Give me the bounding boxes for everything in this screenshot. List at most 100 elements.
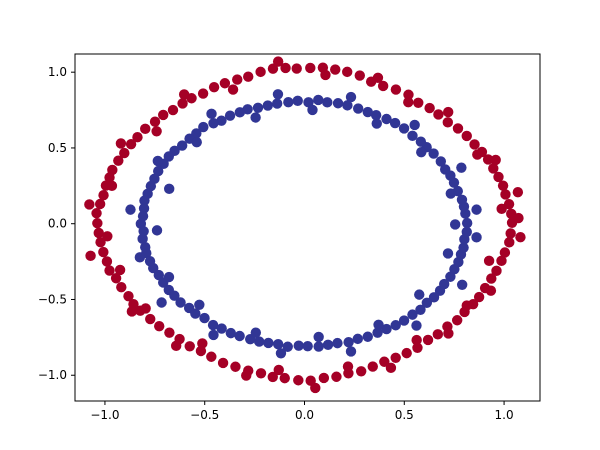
inner-ring-series (125, 89, 482, 359)
data-point (452, 123, 464, 134)
data-point (513, 212, 524, 224)
data-point (85, 250, 96, 262)
data-point (230, 361, 241, 372)
data-point (84, 199, 95, 210)
data-point (119, 147, 130, 159)
data-point (234, 330, 245, 342)
data-point (332, 98, 344, 109)
data-point (313, 341, 324, 352)
data-point (500, 189, 511, 200)
data-point (94, 198, 106, 210)
data-point (414, 289, 425, 300)
data-point (138, 203, 150, 214)
data-point (169, 290, 180, 301)
data-point (145, 313, 156, 325)
data-point (485, 285, 497, 296)
data-point (435, 156, 447, 167)
data-point (158, 109, 169, 121)
data-point (409, 119, 420, 131)
data-point (331, 371, 342, 382)
data-point (342, 100, 353, 111)
data-point (390, 320, 401, 331)
data-point (197, 338, 208, 349)
data-point (206, 351, 217, 362)
data-point (443, 106, 454, 118)
x-axis-ticks: −1.0 −0.5 0.0 0.5 1.0 (90, 401, 514, 422)
data-point (273, 364, 284, 376)
data-point (390, 352, 401, 364)
data-point (177, 98, 188, 109)
data-point (345, 346, 357, 357)
data-point (262, 100, 273, 111)
data-point (275, 348, 287, 359)
data-point (191, 136, 202, 148)
data-point (342, 66, 353, 78)
data-point (302, 340, 313, 352)
data-point (167, 104, 179, 116)
data-point (415, 136, 427, 147)
data-point (428, 148, 439, 159)
data-point (116, 282, 127, 293)
data-point (362, 331, 373, 342)
data-point (398, 123, 410, 134)
y-tick-label: −1.0 (38, 368, 67, 382)
data-point (482, 154, 494, 165)
data-point (208, 118, 219, 129)
data-point (283, 96, 294, 108)
data-point (148, 262, 159, 274)
data-point (305, 62, 316, 74)
data-point (318, 372, 330, 384)
data-point (125, 204, 136, 215)
data-point (139, 195, 150, 206)
data-point (373, 319, 384, 330)
data-point (449, 219, 461, 230)
data-point (416, 146, 427, 158)
data-point (451, 315, 463, 326)
data-point (190, 308, 201, 319)
data-point (503, 198, 515, 210)
data-point (370, 110, 382, 121)
y-tick-label: −0.5 (38, 292, 67, 306)
data-point (267, 63, 279, 74)
outer-ring-series (84, 56, 526, 394)
data-point (471, 204, 482, 215)
data-point (442, 248, 454, 259)
data-point (263, 337, 274, 349)
data-point (234, 107, 246, 118)
data-point (461, 300, 472, 311)
data-point (113, 155, 124, 166)
x-tick-label: 1.0 (495, 408, 514, 422)
data-point (307, 104, 318, 116)
data-point (154, 320, 165, 332)
data-point (115, 138, 127, 149)
x-tick-label: −0.5 (190, 408, 219, 422)
data-point (354, 70, 365, 81)
data-point (114, 264, 126, 276)
data-point (104, 265, 115, 276)
data-point (310, 382, 321, 394)
data-point (197, 88, 209, 99)
data-point (456, 279, 468, 290)
y-tick-label: 1.0 (48, 65, 67, 79)
data-point (163, 151, 174, 162)
data-point (401, 347, 412, 359)
data-point (422, 334, 434, 346)
data-point (313, 331, 324, 343)
data-point (217, 357, 229, 369)
data-point (170, 340, 182, 352)
data-point (110, 273, 122, 284)
data-point (377, 80, 389, 92)
data-point (140, 123, 151, 135)
data-point (207, 319, 219, 331)
data-point (403, 96, 414, 108)
data-point (164, 327, 175, 338)
data-point (243, 71, 254, 82)
data-point (490, 154, 501, 166)
data-point (267, 371, 278, 383)
data-point (343, 337, 354, 348)
data-point (292, 95, 303, 107)
data-point (424, 102, 435, 114)
data-point (355, 366, 367, 377)
data-point (153, 165, 164, 177)
data-point (412, 342, 423, 354)
